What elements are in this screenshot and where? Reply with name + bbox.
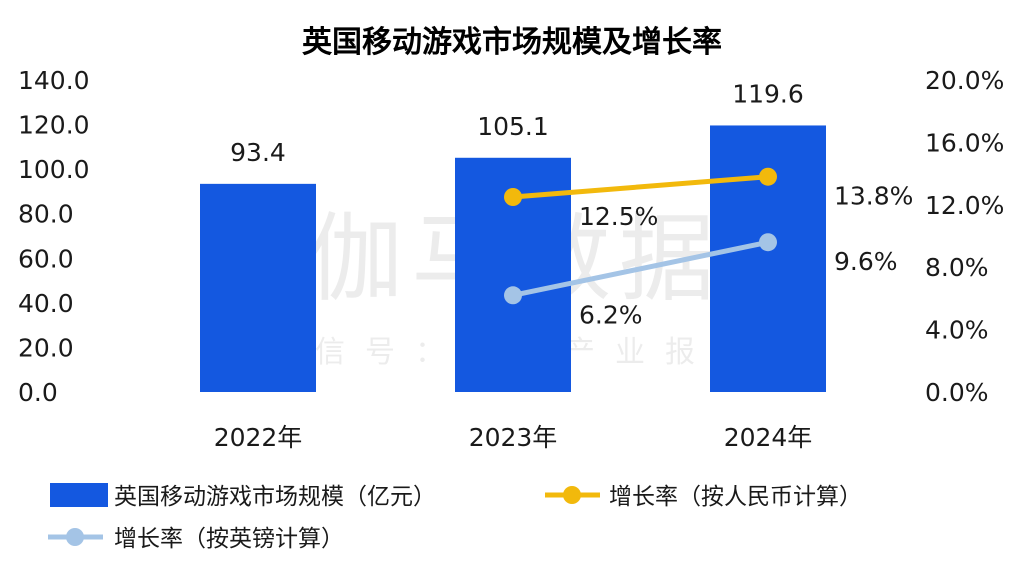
left-tick-label: 120.0 xyxy=(18,111,90,140)
right-tick-label: 8.0% xyxy=(925,253,989,282)
left-tick-label: 40.0 xyxy=(18,289,74,318)
line-point xyxy=(759,167,777,186)
category-label: 2023年 xyxy=(469,423,558,452)
line-point xyxy=(504,188,522,206)
line-value-label: 9.6% xyxy=(834,247,898,276)
legend-swatch-bar xyxy=(50,483,108,507)
legend-label: 增长率（按人民币计算） xyxy=(609,484,862,510)
line-value-label: 6.2% xyxy=(579,300,643,329)
legend-label: 英国移动游戏市场规模（亿元） xyxy=(114,484,436,510)
legend: 英国移动游戏市场规模（亿元） 增长率（按人民币计算） 增长率（按英镑计算） xyxy=(48,483,862,552)
left-tick-label: 140.0 xyxy=(18,66,90,95)
category-label: 2024年 xyxy=(724,423,813,452)
left-axis-ticks: 0.0 20.0 40.0 60.0 80.0 100.0 120.0 140.0 xyxy=(18,66,90,407)
legend-swatch-marker xyxy=(563,486,581,504)
left-tick-label: 80.0 xyxy=(18,200,74,229)
left-tick-label: 60.0 xyxy=(18,244,74,273)
series-line xyxy=(510,174,771,200)
left-tick-label: 20.0 xyxy=(18,333,74,362)
bar xyxy=(710,125,826,392)
chart-title: 英国移动游戏市场规模及增长率 xyxy=(302,25,722,60)
bar-value-label: 93.4 xyxy=(230,138,286,167)
left-tick-label: 0.0 xyxy=(18,378,58,407)
legend-swatch-marker xyxy=(66,528,84,546)
bar-value-label: 105.1 xyxy=(477,112,549,141)
right-axis-ticks: 0.0% 4.0% 8.0% 12.0% 16.0% 20.0% xyxy=(925,66,1004,407)
legend-label: 增长率（按英镑计算） xyxy=(114,526,344,552)
line-value-label: 13.8% xyxy=(834,182,913,211)
bar-series: 93.4 105.1 119.6 xyxy=(200,79,826,392)
right-tick-label: 16.0% xyxy=(925,128,1004,157)
line-point xyxy=(504,286,522,305)
right-tick-label: 20.0% xyxy=(925,66,1004,95)
line-value-label: 12.5% xyxy=(579,202,658,231)
line-series: 6.2% 9.6% 12.5% 13.8% xyxy=(504,167,913,329)
right-tick-label: 4.0% xyxy=(925,316,989,345)
category-label: 2022年 xyxy=(214,423,303,452)
category-labels: 2022年 2023年 2024年 xyxy=(214,423,813,452)
bar xyxy=(200,183,316,392)
right-tick-label: 12.0% xyxy=(925,191,1004,220)
bar-value-label: 119.6 xyxy=(732,79,804,108)
line-point xyxy=(759,233,777,252)
left-tick-label: 100.0 xyxy=(18,155,90,184)
right-tick-label: 0.0% xyxy=(925,378,989,407)
series-line xyxy=(510,239,771,298)
